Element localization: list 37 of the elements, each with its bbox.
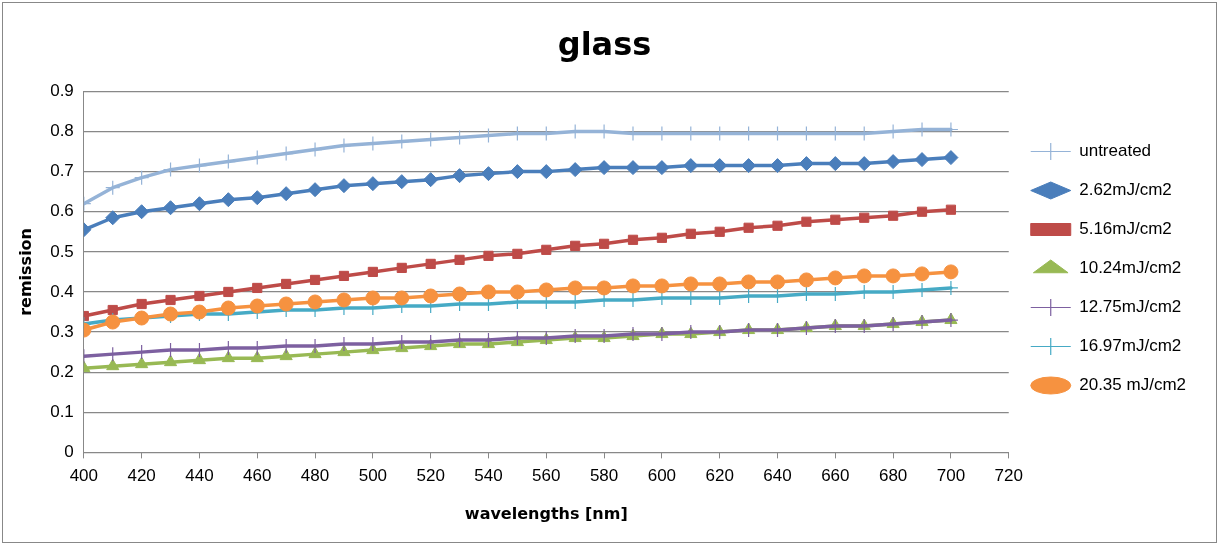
x-tick-label: 480	[300, 466, 330, 486]
x-tick-label: 680	[878, 466, 908, 486]
x-tick-label: 640	[763, 466, 792, 486]
x-tick-label: 500	[358, 466, 388, 486]
y-axis-title: remission	[15, 227, 35, 316]
x-tick-label: 560	[532, 466, 561, 486]
x-tick-label: 520	[416, 466, 445, 486]
y-tick-label: 0.4	[50, 281, 74, 301]
y-tick-label: 0.1	[50, 401, 74, 421]
x-tick-label: 700	[936, 466, 966, 486]
y-tick-label: 0.7	[50, 161, 74, 181]
legend-label: untreated	[1079, 141, 1152, 161]
y-tick-label: 0.2	[50, 361, 74, 381]
x-tick-label: 620	[705, 466, 734, 486]
x-tick-label: 580	[589, 466, 619, 486]
legend-label: 12.75mJ/cm2	[1079, 297, 1182, 317]
x-axis-title: wavelengths [nm]	[464, 503, 628, 523]
x-tick-label: 540	[474, 466, 503, 486]
x-tick-label: 600	[647, 466, 677, 486]
y-tick-label: 0.5	[50, 241, 74, 261]
x-tick-label: 440	[185, 466, 214, 486]
y-tick-label: 0.8	[50, 121, 74, 141]
y-tick-label: 0.9	[50, 81, 74, 101]
x-tick-label: 720	[994, 466, 1023, 486]
x-tick-label: 660	[821, 466, 850, 486]
x-tick-label: 420	[127, 466, 156, 486]
y-tick-label: 0	[64, 442, 74, 462]
legend-label: 2.62mJ/cm2	[1079, 180, 1172, 200]
legend-label: 16.97mJ/cm2	[1079, 336, 1182, 356]
legend-label: 20.35 mJ/cm2	[1079, 375, 1186, 395]
y-tick-label: 0.6	[50, 201, 74, 221]
x-tick-label: 400	[69, 466, 99, 486]
legend-label: 10.24mJ/cm2	[1079, 258, 1182, 278]
chart-title: glass	[557, 24, 652, 63]
y-tick-label: 0.3	[50, 321, 74, 341]
legend-label: 5.16mJ/cm2	[1079, 219, 1172, 239]
x-tick-label: 460	[243, 466, 272, 486]
